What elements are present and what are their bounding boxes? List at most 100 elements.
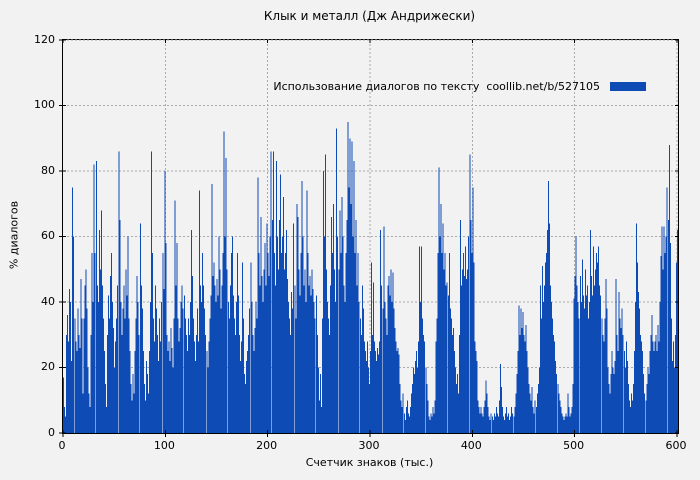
bar (592, 295, 594, 433)
bar (67, 315, 69, 433)
bar (522, 311, 524, 433)
x-tick-label: 500 (563, 439, 585, 452)
bar (632, 383, 634, 434)
bar (548, 180, 550, 433)
bar (352, 236, 354, 433)
bar (664, 252, 666, 434)
bar (345, 252, 347, 434)
bar (232, 295, 234, 433)
bar (302, 236, 304, 433)
bar (386, 334, 388, 433)
bar (206, 351, 208, 434)
bar (123, 285, 125, 434)
bar (130, 383, 132, 434)
bar (657, 324, 659, 434)
bar (624, 367, 626, 433)
bar (546, 252, 547, 434)
bar (492, 419, 494, 433)
bar (577, 302, 579, 433)
bar (625, 341, 627, 433)
bar (467, 269, 469, 433)
bar (258, 252, 260, 434)
bar (417, 367, 419, 433)
bar (120, 302, 122, 433)
bar (126, 295, 128, 433)
bar (561, 413, 563, 433)
bar (159, 318, 161, 434)
bar (168, 341, 170, 433)
bar (430, 413, 432, 433)
bar (195, 360, 196, 433)
bar (554, 341, 556, 433)
bar (348, 187, 350, 434)
bar (178, 341, 180, 433)
bar (509, 419, 511, 433)
bar (441, 252, 443, 434)
bar (396, 351, 398, 434)
bar (478, 406, 480, 433)
bar (422, 318, 424, 434)
bar (640, 334, 642, 433)
bar (89, 406, 91, 433)
bar (65, 416, 67, 434)
bar (655, 334, 657, 433)
bar (265, 285, 267, 434)
bar (365, 360, 367, 433)
bar (277, 269, 279, 433)
bar (220, 308, 222, 433)
bar (642, 351, 644, 434)
bar (432, 406, 434, 433)
bar (335, 302, 337, 433)
bar (425, 367, 427, 433)
bar (139, 223, 141, 433)
bar (288, 302, 290, 433)
bar (465, 246, 467, 433)
bar (90, 334, 92, 433)
legend-swatch (610, 82, 646, 91)
bar (543, 285, 545, 434)
bars-canvas (59, 39, 678, 437)
bar (144, 400, 146, 433)
bar (200, 285, 202, 434)
bar (66, 334, 68, 433)
bar (367, 367, 369, 433)
bar (214, 285, 216, 434)
bar (364, 351, 366, 434)
bar (164, 171, 166, 433)
bar (488, 416, 490, 434)
bar (213, 262, 215, 433)
bar (494, 416, 496, 434)
bar (114, 367, 116, 433)
bar (479, 413, 481, 433)
bar (499, 364, 501, 433)
bar (450, 318, 452, 434)
bar (447, 295, 449, 433)
x-axis-label: Счетчик знаков (тыс.) (305, 456, 434, 469)
bar (379, 341, 381, 433)
bar (129, 351, 131, 434)
bar (389, 295, 391, 433)
bar (85, 269, 87, 433)
bar (470, 220, 472, 433)
bar (244, 374, 246, 433)
bar (468, 236, 470, 433)
bar (216, 279, 218, 433)
bar (351, 141, 353, 433)
bar (392, 272, 394, 433)
bar (152, 252, 154, 434)
bar (378, 354, 380, 433)
bar (586, 285, 588, 434)
bar (108, 295, 110, 433)
bar (202, 252, 204, 434)
bar (125, 269, 127, 433)
bar (229, 285, 231, 434)
bar (243, 318, 245, 434)
bar (338, 269, 340, 433)
bar (446, 282, 448, 433)
bar (565, 413, 567, 433)
bar (527, 367, 529, 433)
bar (77, 308, 79, 433)
bar (190, 229, 192, 433)
bar (443, 269, 445, 433)
bar (669, 243, 671, 433)
